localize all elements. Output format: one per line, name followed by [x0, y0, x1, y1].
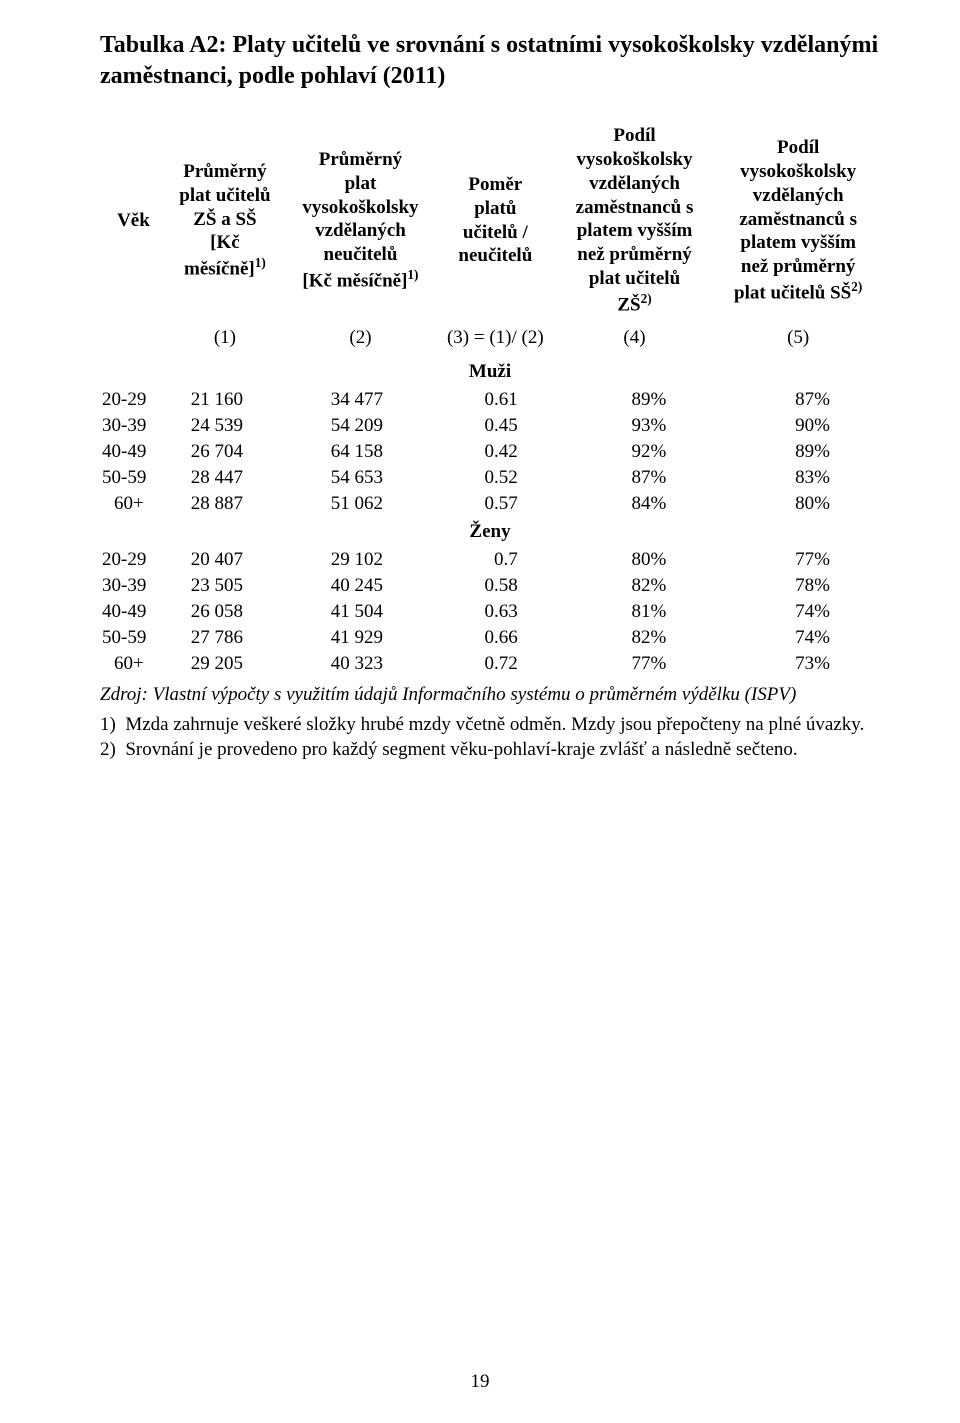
idx-3: (3) = (1)/ (2)	[438, 323, 553, 357]
notes-block: 1) Mzda zahrnuje veškeré složky hrubé mz…	[100, 713, 880, 762]
table-row: 40-49 26 058 41 504 0.63 81% 74%	[100, 599, 880, 625]
cell-c1: 29 205	[167, 651, 283, 677]
cell-c4: 87%	[553, 465, 717, 491]
source-text: Zdroj: Vlastní výpočty s využitím údajů …	[100, 683, 880, 708]
cell-c1: 23 505	[167, 573, 283, 599]
idx-1: (1)	[167, 323, 283, 357]
cell-c1: 28 887	[167, 491, 283, 517]
cell-age: 30-39	[100, 413, 167, 439]
idx-4: (4)	[553, 323, 717, 357]
cell-age: 20-29	[100, 387, 167, 413]
cell-age: 60+	[100, 651, 167, 677]
table-row: 30-39 24 539 54 209 0.45 93% 90%	[100, 413, 880, 439]
cell-c5: 90%	[716, 413, 880, 439]
cell-age: 20-29	[100, 547, 167, 573]
cell-c4: 84%	[553, 491, 717, 517]
cell-c3: 0.63	[438, 599, 553, 625]
cell-c3: 0.45	[438, 413, 553, 439]
cell-age: 50-59	[100, 625, 167, 651]
cell-c5: 73%	[716, 651, 880, 677]
salary-table: Věk Průměrný plat učitelů ZŠ a SŠ [Kč mě…	[100, 122, 880, 676]
idx-5: (5)	[716, 323, 880, 357]
table-row: 20-29 20 407 29 102 0.7 80% 77%	[100, 547, 880, 573]
cell-c5: 74%	[716, 599, 880, 625]
header-vek: Věk	[100, 122, 167, 322]
cell-c1: 20 407	[167, 547, 283, 573]
idx-2: (2)	[283, 323, 438, 357]
cell-age: 40-49	[100, 439, 167, 465]
header-col2: Průměrný plat vysokoškolsky vzdělaných n…	[283, 122, 438, 322]
table-row: 30-39 23 505 40 245 0.58 82% 78%	[100, 573, 880, 599]
cell-c4: 77%	[553, 651, 717, 677]
section-muzi: Muži	[100, 357, 880, 387]
cell-c5: 83%	[716, 465, 880, 491]
cell-c5: 74%	[716, 625, 880, 651]
cell-c5: 87%	[716, 387, 880, 413]
table-row: 40-49 26 704 64 158 0.42 92% 89%	[100, 439, 880, 465]
page-number: 19	[0, 1371, 960, 1393]
cell-c2: 34 477	[283, 387, 438, 413]
header-col3: Poměr platů učitelů / neučitelů	[438, 122, 553, 322]
cell-c5: 89%	[716, 439, 880, 465]
cell-c4: 82%	[553, 625, 717, 651]
note-2: 2) Srovnání je provedeno pro každý segme…	[100, 738, 880, 763]
cell-c3: 0.58	[438, 573, 553, 599]
table-row: 60+ 28 887 51 062 0.57 84% 80%	[100, 491, 880, 517]
cell-c3: 0.61	[438, 387, 553, 413]
cell-c5: 78%	[716, 573, 880, 599]
cell-c4: 93%	[553, 413, 717, 439]
cell-c2: 29 102	[283, 547, 438, 573]
cell-c2: 41 929	[283, 625, 438, 651]
index-row: (1) (2) (3) = (1)/ (2) (4) (5)	[100, 323, 880, 357]
cell-c1: 26 704	[167, 439, 283, 465]
cell-c5: 77%	[716, 547, 880, 573]
cell-c1: 21 160	[167, 387, 283, 413]
cell-c3: 0.42	[438, 439, 553, 465]
cell-c3: 0.66	[438, 625, 553, 651]
note-1: 1) Mzda zahrnuje veškeré složky hrubé mz…	[100, 713, 880, 738]
cell-c5: 80%	[716, 491, 880, 517]
cell-c4: 81%	[553, 599, 717, 625]
cell-c4: 89%	[553, 387, 717, 413]
cell-age: 60+	[100, 491, 167, 517]
cell-age: 50-59	[100, 465, 167, 491]
cell-c3: 0.57	[438, 491, 553, 517]
table-row: 20-29 21 160 34 477 0.61 89% 87%	[100, 387, 880, 413]
table-title: Tabulka A2: Platy učitelů ve srovnání s …	[100, 30, 880, 92]
header-col1: Průměrný plat učitelů ZŠ a SŠ [Kč měsíčn…	[167, 122, 283, 322]
header-col5: Podíl vysokoškolsky vzdělaných zaměstnan…	[716, 122, 880, 322]
cell-c3: 0.7	[438, 547, 553, 573]
cell-c1: 27 786	[167, 625, 283, 651]
cell-age: 30-39	[100, 573, 167, 599]
cell-c2: 54 653	[283, 465, 438, 491]
cell-c4: 80%	[553, 547, 717, 573]
table-row: 50-59 28 447 54 653 0.52 87% 83%	[100, 465, 880, 491]
cell-c1: 28 447	[167, 465, 283, 491]
cell-age: 40-49	[100, 599, 167, 625]
cell-c2: 40 245	[283, 573, 438, 599]
cell-c4: 92%	[553, 439, 717, 465]
cell-c1: 26 058	[167, 599, 283, 625]
table-row: 50-59 27 786 41 929 0.66 82% 74%	[100, 625, 880, 651]
cell-c4: 82%	[553, 573, 717, 599]
cell-c2: 51 062	[283, 491, 438, 517]
cell-c2: 41 504	[283, 599, 438, 625]
header-col4: Podíl vysokoškolsky vzdělaných zaměstnan…	[553, 122, 717, 322]
cell-c2: 40 323	[283, 651, 438, 677]
cell-c1: 24 539	[167, 413, 283, 439]
table-row: 60+ 29 205 40 323 0.72 77% 73%	[100, 651, 880, 677]
cell-c3: 0.52	[438, 465, 553, 491]
cell-c3: 0.72	[438, 651, 553, 677]
section-zeny: Ženy	[100, 517, 880, 547]
cell-c2: 64 158	[283, 439, 438, 465]
cell-c2: 54 209	[283, 413, 438, 439]
